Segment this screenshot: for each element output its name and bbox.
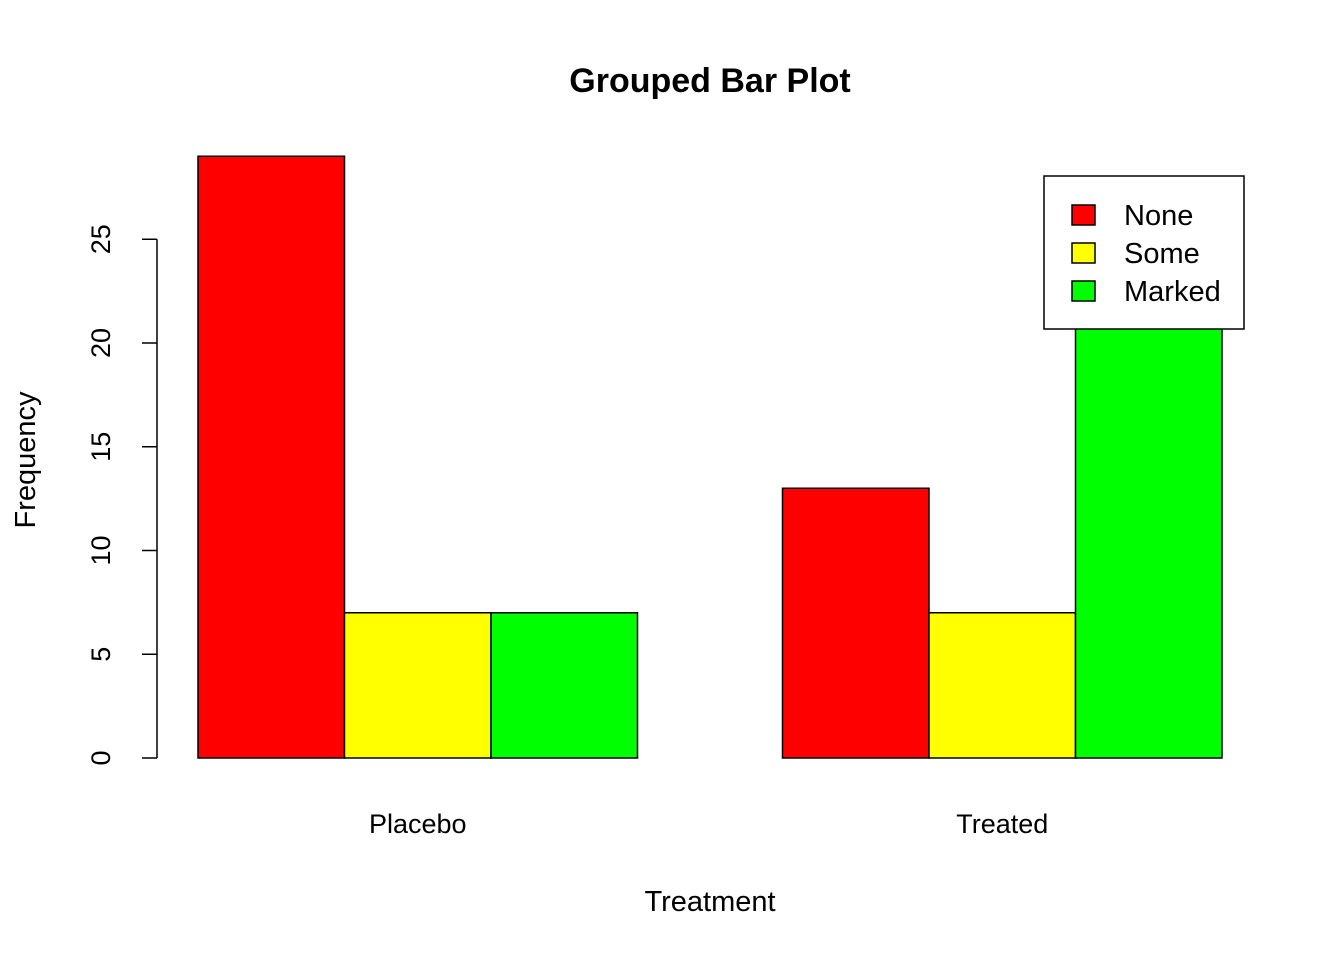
bar-treated-marked bbox=[1074, 321, 1223, 759]
x-axis-label: Treatment bbox=[644, 886, 775, 918]
x-tick-label-placebo: Placebo bbox=[369, 809, 467, 839]
legend-swatch-some bbox=[1071, 242, 1096, 264]
y-tick-label: 15 bbox=[86, 432, 116, 462]
bar-treated-none bbox=[781, 487, 930, 759]
legend-label-some: Some bbox=[1124, 238, 1200, 270]
x-axis-tick-labels: Placebo Treated bbox=[369, 809, 1048, 839]
y-tick-label: 20 bbox=[86, 328, 116, 358]
bars bbox=[197, 155, 1223, 759]
y-tick-label: 5 bbox=[86, 647, 116, 662]
legend-label-marked: Marked bbox=[1124, 276, 1221, 308]
chart-title: Grouped Bar Plot bbox=[569, 62, 850, 100]
y-axis: 0 5 10 15 20 25 bbox=[86, 224, 158, 766]
y-axis-label: Frequency bbox=[10, 391, 42, 529]
legend-swatch-marked bbox=[1071, 280, 1096, 302]
y-tick-label: 0 bbox=[86, 750, 116, 765]
legend: None Some Marked bbox=[1043, 175, 1245, 330]
bar-placebo-none bbox=[197, 155, 346, 759]
bar-placebo-marked bbox=[490, 612, 639, 759]
legend-swatch-none bbox=[1071, 204, 1096, 226]
bar-treated-some bbox=[928, 612, 1077, 759]
y-tick-label: 25 bbox=[86, 224, 116, 254]
bar-placebo-some bbox=[343, 612, 492, 759]
legend-label-none: None bbox=[1124, 200, 1193, 232]
y-tick-label: 10 bbox=[86, 535, 116, 565]
x-tick-label-treated: Treated bbox=[956, 809, 1048, 839]
